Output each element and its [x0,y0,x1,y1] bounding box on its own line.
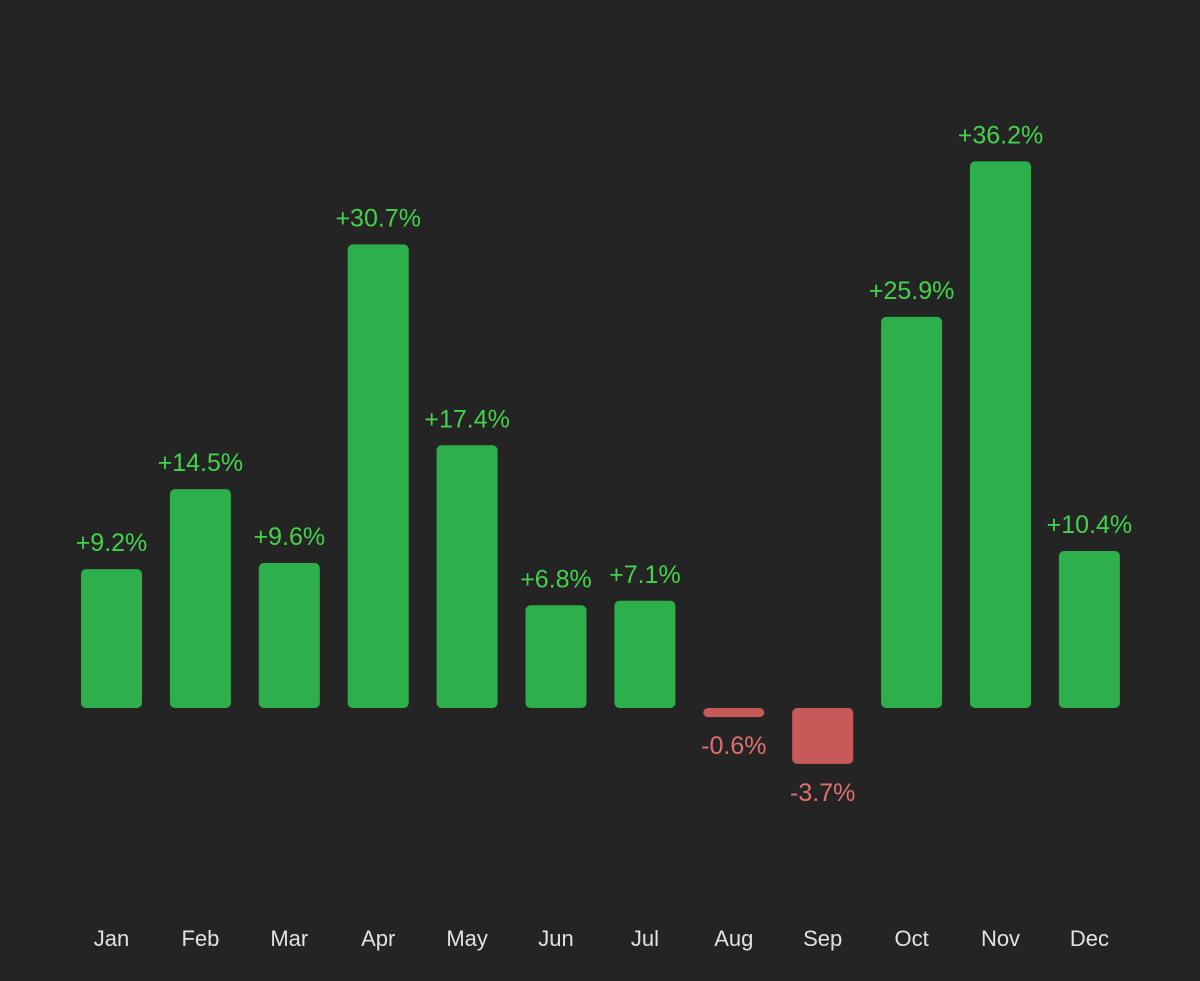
tick-label-jan: Jan [94,926,129,951]
data-label-may: +17.4% [424,405,510,433]
tick-label-apr: Apr [361,926,395,951]
data-label-feb: +14.5% [158,449,244,477]
data-label-nov: +36.2% [958,121,1044,149]
data-label-aug: -0.6% [701,732,766,760]
data-label-mar: +9.6% [254,523,326,551]
bar-jan [81,569,142,708]
data-label-jul: +7.1% [609,561,681,589]
bar-oct [881,316,943,708]
data-label-dec: +10.4% [1047,511,1133,539]
tick-label-feb: Feb [181,926,219,951]
bar-mar [258,563,320,708]
bar-nov [970,161,1031,708]
data-label-oct: +25.9% [869,277,955,305]
value-labels-group: +9.2% +14.5% +9.6% +30.7% +17.4% +6.8% +7.1% -0… [76,121,1132,807]
bar-jul [614,600,676,708]
data-label-jun: +6.8% [520,565,592,593]
tick-label-aug: Aug [714,926,753,951]
tick-label-jun: Jun [538,926,573,951]
data-label-sep: -3.7% [790,779,855,807]
bar-aug [703,708,765,718]
bar-feb [169,489,231,708]
bars-group [81,161,1120,764]
bar-dec [1058,551,1120,708]
tick-label-oct: Oct [894,926,928,951]
month-labels-group: Jan Feb Mar Apr May Jun Jul Aug Sep Oct Nov Dec [94,926,1109,951]
tick-label-sep: Sep [803,926,842,951]
bar-apr [347,244,409,708]
tick-label-may: May [446,926,488,951]
tick-label-mar: Mar [270,926,308,951]
tick-label-jul: Jul [631,926,659,951]
tick-label-dec: Dec [1070,926,1109,951]
data-label-jan: +9.2% [76,529,148,557]
bar-sep [792,708,854,764]
bar-may [436,445,498,708]
data-label-apr: +30.7% [335,204,421,232]
tick-label-nov: Nov [981,926,1020,951]
bar-jun [525,605,587,708]
